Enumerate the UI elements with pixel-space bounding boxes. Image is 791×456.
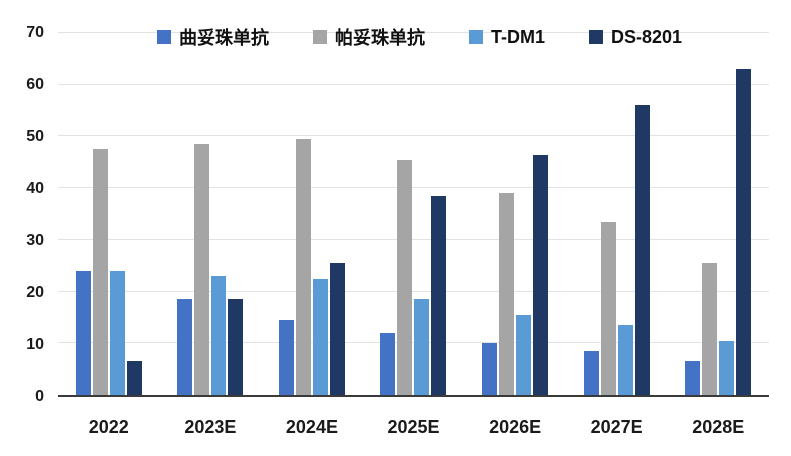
y-tick-label: 0 (35, 388, 44, 405)
x-tick-label-2024E: 2024E (285, 416, 338, 437)
legend-swatch-icon (156, 30, 171, 44)
gridlines (58, 32, 769, 395)
x-tick-label-2023E: 2023E (184, 416, 237, 437)
bar-帕妥珠单抗-2026E (499, 193, 515, 395)
bar-DS-8201-2022 (126, 361, 142, 395)
bar-曲妥珠单抗-2022 (75, 270, 91, 395)
y-tick-label: 60 (26, 76, 44, 93)
bar-group-2026E (482, 33, 549, 395)
bar-T-DM1-2026E (516, 314, 532, 395)
gridline (58, 187, 769, 189)
chart-legend: 曲妥珠单抗 帕妥珠单抗 T-DM1 DS-8201 (58, 24, 781, 50)
bar-DS-8201-2028E (736, 69, 752, 395)
bar-group-2024E (278, 33, 345, 395)
gridline (58, 135, 769, 137)
bar-group-2022 (75, 33, 142, 395)
bar-DS-8201-2026E (533, 154, 549, 395)
bar-DS-8201-2025E (431, 195, 447, 395)
y-tick-label: 50 (26, 128, 44, 145)
y-tick-label: 10 (26, 336, 44, 354)
x-tick-label-2025E: 2025E (387, 416, 440, 437)
legend-label: 帕妥珠单抗 (334, 28, 425, 48)
gridline (58, 32, 769, 33)
y-tick-label: 30 (26, 232, 44, 249)
bar-T-DM1-2023E (211, 276, 227, 395)
bar-T-DM1-2024E (312, 278, 328, 395)
legend-swatch-icon (312, 30, 327, 44)
x-tick-label-2026E: 2026E (489, 416, 542, 437)
legend-swatch-icon (588, 30, 603, 44)
y-tick-label: 70 (26, 24, 44, 41)
x-axis-tick-labels: 2022 2023E 2024E 2025E 2026E 2027E 2028E (58, 414, 769, 440)
bar-帕妥珠单抗-2027E (600, 221, 616, 395)
bar-DS-8201-2027E (634, 105, 650, 395)
gridline (58, 290, 769, 292)
gridline (58, 83, 769, 85)
bar-T-DM1-2022 (109, 270, 125, 395)
y-tick-label: 40 (26, 180, 44, 198)
gridline (58, 342, 769, 344)
bar-帕妥珠单抗-2024E (295, 139, 311, 395)
legend-swatch-icon (468, 30, 483, 44)
bar-曲妥珠单抗-2025E (380, 332, 396, 395)
bar-DS-8201-2023E (228, 299, 244, 395)
gridline (58, 238, 769, 240)
bar-曲妥珠单抗-2027E (583, 351, 599, 395)
bar-帕妥珠单抗-2025E (397, 159, 413, 395)
bar-帕妥珠单抗-2023E (194, 144, 210, 395)
bar-帕妥珠单抗-2022 (92, 149, 108, 395)
bar-曲妥珠单抗-2024E (278, 320, 294, 395)
legend-item-1: 帕妥珠单抗 (312, 24, 425, 50)
legend-label: 曲妥珠单抗 (178, 28, 269, 48)
legend-item-0: 曲妥珠单抗 (156, 24, 269, 50)
bar-DS-8201-2024E (329, 263, 345, 395)
bar-T-DM1-2027E (617, 325, 633, 395)
legend-label: DS-8201 (610, 26, 683, 47)
plot-area (58, 32, 769, 397)
bar-曲妥珠单抗-2023E (177, 299, 193, 395)
bar-曲妥珠单抗-2026E (482, 343, 498, 395)
bar-group-2027E (583, 33, 650, 395)
bar-帕妥珠单抗-2028E (702, 263, 718, 395)
bar-T-DM1-2025E (414, 299, 430, 395)
bar-group-2025E (380, 33, 447, 395)
x-tick-label-2028E: 2028E (692, 416, 745, 437)
legend-label: T-DM1 (490, 26, 545, 47)
bar-group-2028E (685, 33, 752, 395)
bar-group-2023E (177, 33, 244, 395)
y-axis-tick-labels: 0 10 20 30 40 50 60 70 (0, 24, 44, 405)
bar-groups (58, 33, 769, 395)
x-tick-label-2027E: 2027E (590, 416, 643, 437)
x-tick-label-2022: 2022 (88, 416, 129, 437)
legend-item-2: T-DM1 (468, 26, 545, 48)
y-tick-label: 20 (26, 284, 44, 302)
bar-曲妥珠单抗-2028E (685, 361, 701, 395)
bar-T-DM1-2028E (719, 340, 735, 395)
legend-item-3: DS-8201 (588, 26, 683, 48)
